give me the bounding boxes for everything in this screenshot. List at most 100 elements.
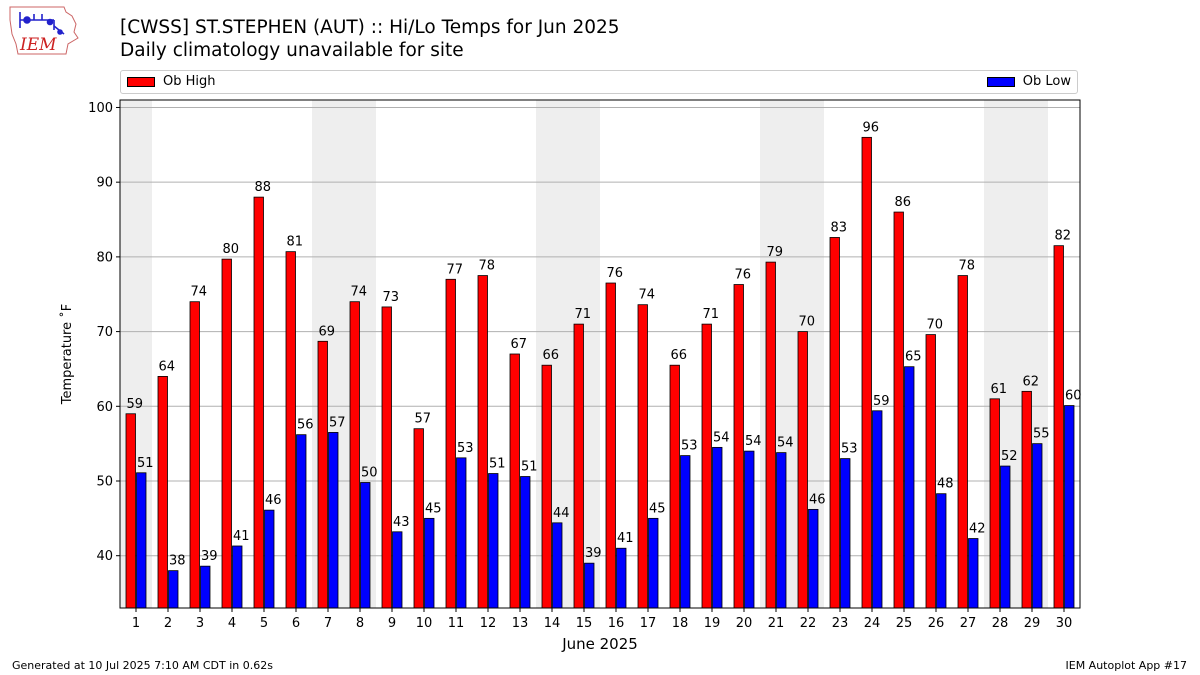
x-tick-label-1: 1 bbox=[132, 616, 140, 631]
footer-app: IEM Autoplot App #17 bbox=[1065, 659, 1188, 672]
x-tick-label-22: 22 bbox=[800, 616, 817, 631]
x-tick-label-23: 23 bbox=[832, 616, 849, 631]
high-bar-27 bbox=[957, 275, 968, 609]
low-bar-23 bbox=[840, 458, 851, 609]
low-bar-19 bbox=[712, 446, 723, 609]
x-axis-label: June 2025 bbox=[561, 635, 638, 653]
x-tick-label-17: 17 bbox=[640, 616, 657, 631]
low-value-label-26: 48 bbox=[937, 477, 954, 492]
low-bar-22 bbox=[808, 508, 819, 609]
low-value-label-6: 56 bbox=[297, 418, 314, 433]
high-value-label-4: 80 bbox=[222, 242, 239, 257]
high-value-label-6: 81 bbox=[286, 235, 303, 250]
high-value-label-5: 88 bbox=[254, 180, 271, 195]
low-bar-17 bbox=[648, 517, 659, 609]
high-value-label-15: 71 bbox=[574, 307, 591, 322]
x-tick-label-4: 4 bbox=[228, 616, 236, 631]
low-bar-21 bbox=[776, 452, 787, 609]
low-value-label-25: 65 bbox=[905, 350, 922, 365]
high-value-label-17: 74 bbox=[638, 288, 655, 303]
high-value-label-1: 59 bbox=[126, 397, 143, 412]
y-tick-label-70: 70 bbox=[96, 325, 113, 340]
y-tick-label-80: 80 bbox=[96, 250, 113, 265]
x-tick-label-25: 25 bbox=[896, 616, 913, 631]
x-tick-label-7: 7 bbox=[324, 616, 332, 631]
high-bar-2 bbox=[157, 376, 168, 609]
high-value-label-27: 78 bbox=[958, 259, 975, 274]
x-tick-label-3: 3 bbox=[196, 616, 204, 631]
low-bar-3 bbox=[200, 565, 211, 609]
low-bar-12 bbox=[488, 473, 499, 609]
high-value-label-7: 69 bbox=[318, 324, 335, 339]
plot-frame bbox=[119, 99, 1081, 609]
chart-title-block: [CWSS] ST.STEPHEN (AUT) :: Hi/Lo Temps f… bbox=[120, 16, 620, 62]
low-value-label-22: 46 bbox=[809, 492, 826, 507]
high-bar-7 bbox=[317, 340, 328, 609]
y-tick-label-90: 90 bbox=[96, 176, 113, 191]
low-bar-6 bbox=[296, 434, 307, 609]
low-value-label-30: 60 bbox=[1065, 389, 1082, 404]
low-value-label-13: 51 bbox=[521, 460, 538, 475]
low-value-label-15: 39 bbox=[585, 546, 602, 561]
low-value-label-2: 38 bbox=[169, 554, 186, 569]
x-tick-label-18: 18 bbox=[672, 616, 689, 631]
low-value-label-17: 45 bbox=[649, 501, 666, 516]
low-bar-8 bbox=[360, 482, 371, 609]
x-tick-label-26: 26 bbox=[928, 616, 945, 631]
low-value-label-24: 59 bbox=[873, 394, 890, 409]
high-bar-17 bbox=[637, 304, 648, 609]
high-value-label-26: 70 bbox=[926, 318, 943, 333]
weekend-shade-22 bbox=[792, 100, 824, 608]
high-bar-28 bbox=[989, 398, 1000, 609]
low-bar-26 bbox=[936, 493, 947, 609]
low-bar-4 bbox=[232, 545, 243, 609]
low-value-label-16: 41 bbox=[617, 531, 634, 546]
high-value-label-10: 57 bbox=[414, 412, 431, 427]
low-value-label-3: 39 bbox=[201, 549, 218, 564]
legend-label-high: Ob High bbox=[163, 74, 216, 89]
x-tick-label-21: 21 bbox=[768, 616, 785, 631]
high-bar-13 bbox=[509, 353, 520, 609]
high-bar-30 bbox=[1053, 245, 1064, 609]
high-bar-24 bbox=[861, 136, 872, 609]
x-tick-label-19: 19 bbox=[704, 616, 721, 631]
low-value-label-21: 54 bbox=[777, 436, 794, 451]
x-tick-label-11: 11 bbox=[448, 616, 465, 631]
x-tick-label-12: 12 bbox=[480, 616, 497, 631]
legend-swatch-low bbox=[986, 76, 1015, 87]
chart-legend: Ob High Ob Low bbox=[120, 70, 1078, 94]
x-tick-label-28: 28 bbox=[992, 616, 1009, 631]
x-tick-label-6: 6 bbox=[292, 616, 300, 631]
low-bar-16 bbox=[616, 547, 627, 609]
high-value-label-24: 96 bbox=[862, 120, 879, 135]
chart-title: [CWSS] ST.STEPHEN (AUT) :: Hi/Lo Temps f… bbox=[120, 17, 620, 38]
high-value-label-2: 64 bbox=[158, 359, 175, 374]
x-tick-label-5: 5 bbox=[260, 616, 268, 631]
low-bar-30 bbox=[1064, 405, 1075, 609]
high-value-label-14: 66 bbox=[542, 348, 559, 363]
high-value-label-20: 76 bbox=[734, 268, 751, 283]
high-bar-23 bbox=[829, 237, 840, 609]
high-value-label-13: 67 bbox=[510, 337, 527, 352]
legend-item-low: Ob Low bbox=[986, 74, 1071, 89]
high-value-label-9: 73 bbox=[382, 290, 399, 305]
high-bar-6 bbox=[285, 251, 296, 609]
high-bar-22 bbox=[797, 331, 808, 609]
high-bar-10 bbox=[413, 428, 424, 609]
low-bar-29 bbox=[1032, 443, 1043, 609]
low-value-label-28: 52 bbox=[1001, 449, 1018, 464]
high-bar-15 bbox=[573, 323, 584, 609]
low-bar-13 bbox=[520, 476, 531, 609]
y-tick-label-50: 50 bbox=[96, 475, 113, 490]
high-value-label-22: 70 bbox=[798, 315, 815, 330]
high-value-label-18: 66 bbox=[670, 348, 687, 363]
low-bar-25 bbox=[904, 366, 915, 609]
high-bar-4 bbox=[221, 258, 232, 609]
high-value-label-29: 62 bbox=[1022, 374, 1039, 389]
legend-swatch-high bbox=[127, 76, 155, 87]
high-value-label-11: 77 bbox=[446, 262, 463, 277]
high-bar-26 bbox=[925, 334, 936, 609]
low-value-label-11: 53 bbox=[457, 441, 474, 456]
high-bar-25 bbox=[893, 211, 904, 609]
